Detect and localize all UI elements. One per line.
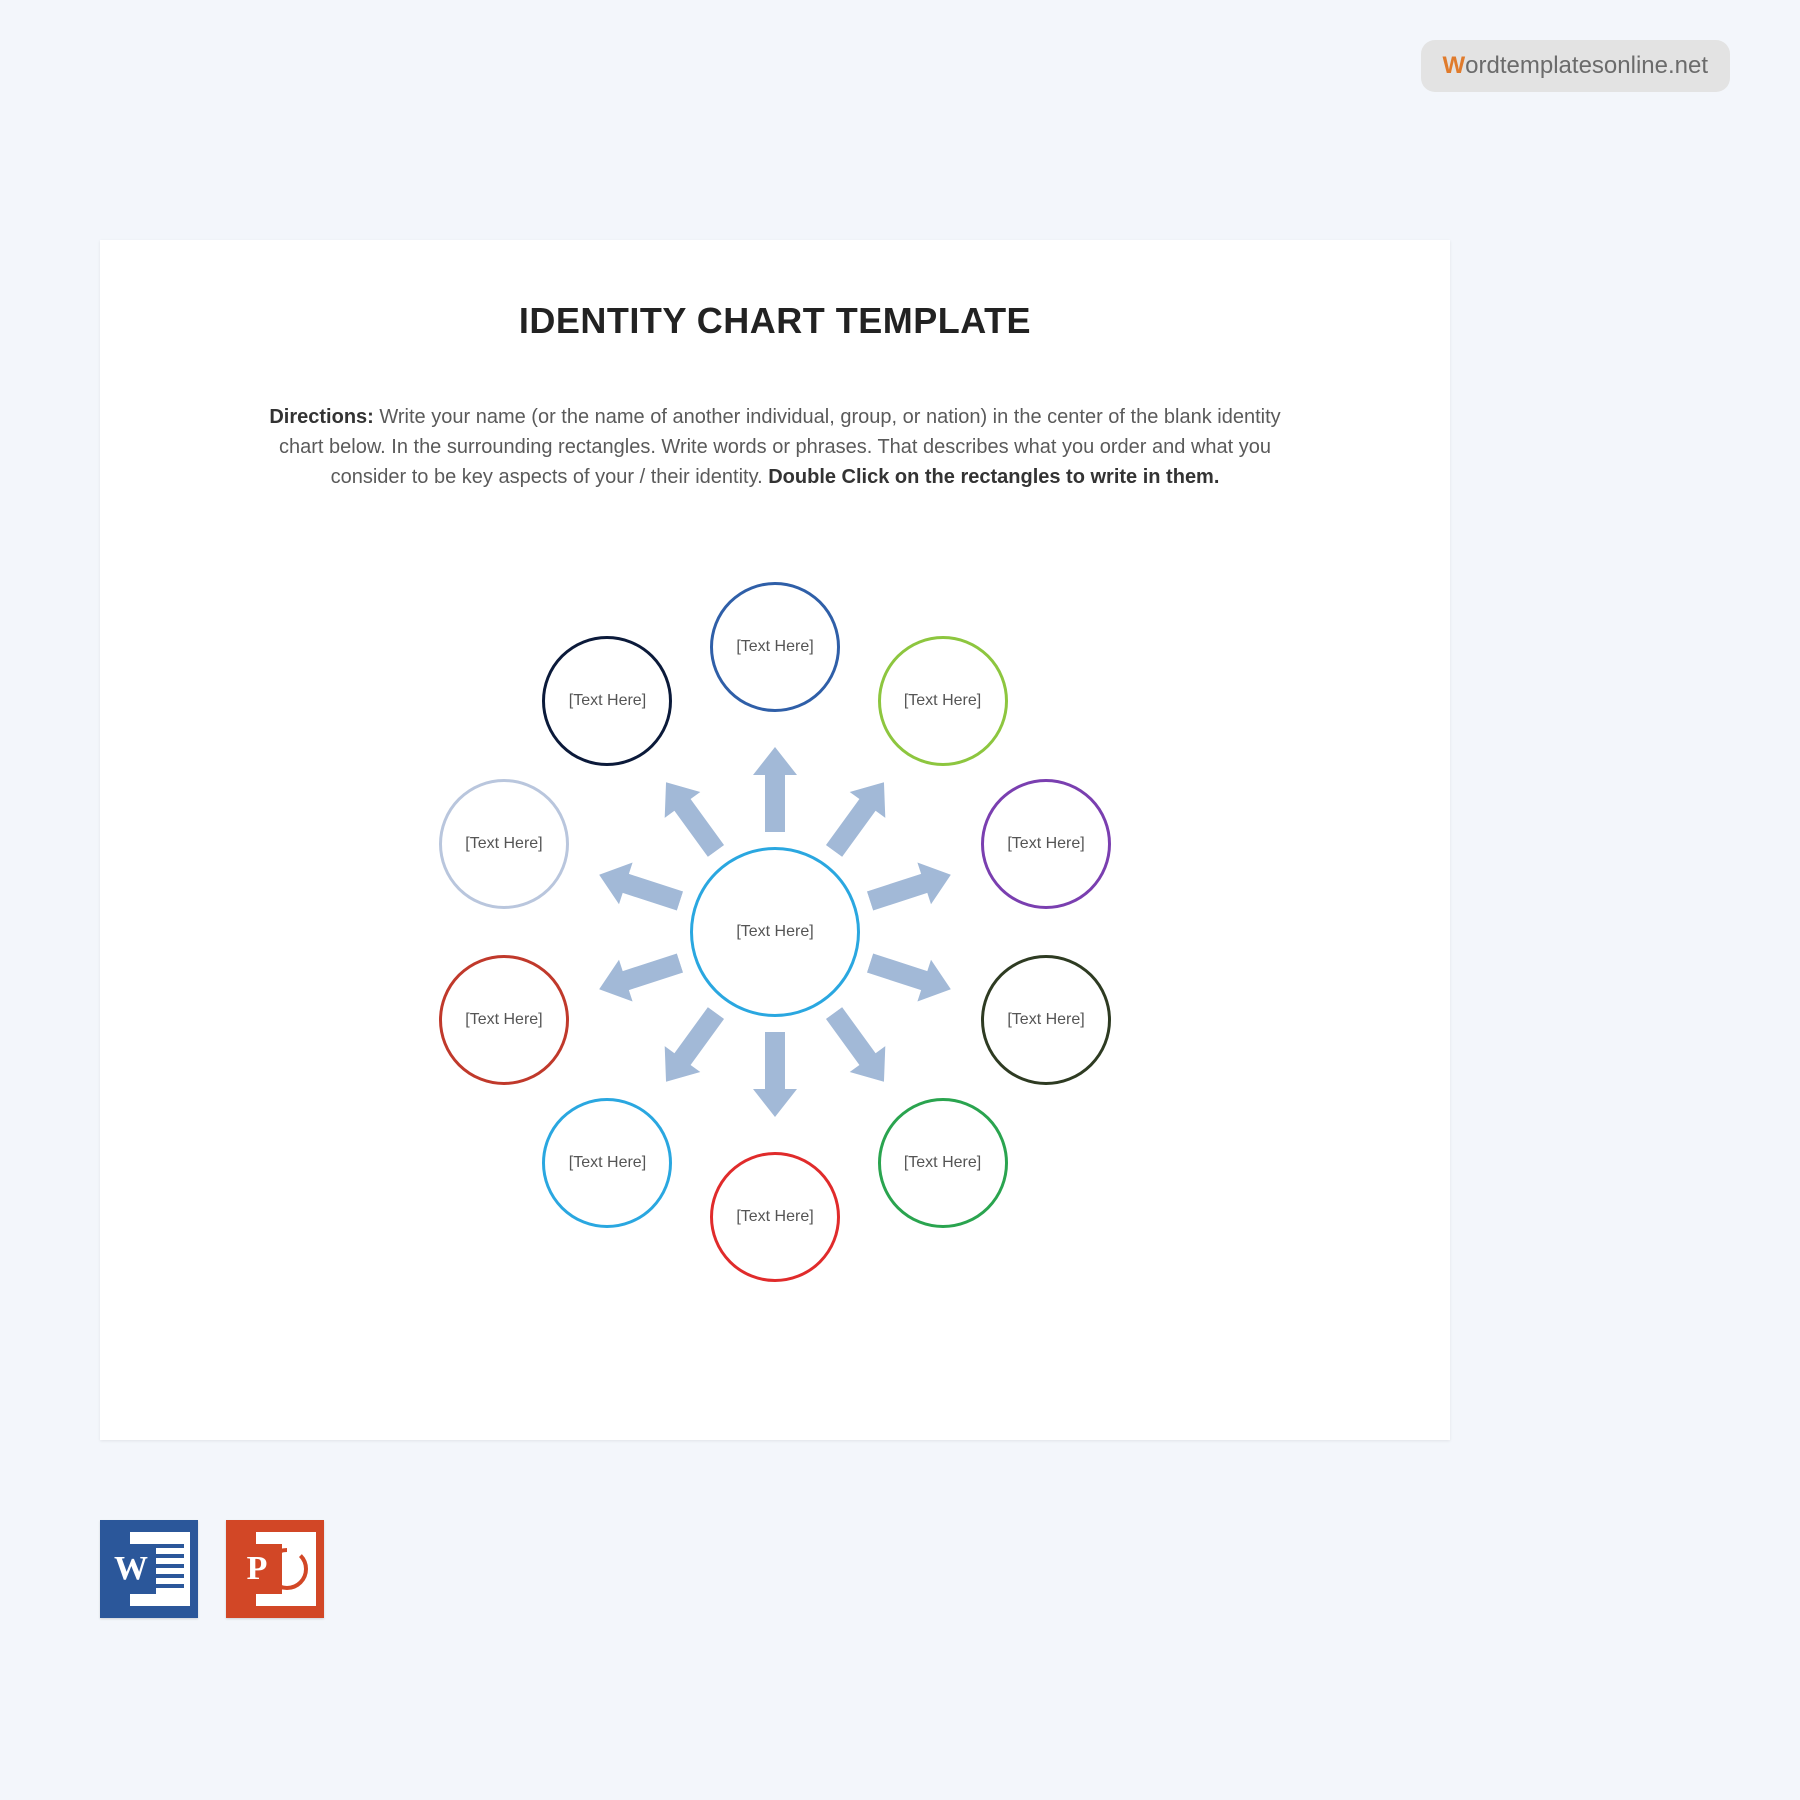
radial-arrow xyxy=(592,852,688,924)
outer-node-7[interactable]: [Text Here] xyxy=(439,955,569,1085)
radial-arrow xyxy=(751,1032,799,1117)
word-icon[interactable]: W xyxy=(100,1520,198,1618)
watermark-accent: W xyxy=(1443,52,1466,79)
outer-node-4[interactable]: [Text Here] xyxy=(878,1098,1008,1228)
word-icon-letter: W xyxy=(106,1544,156,1594)
outer-node-6[interactable]: [Text Here] xyxy=(542,1098,672,1228)
radial-arrow xyxy=(863,940,959,1012)
template-page: IDENTITY CHART TEMPLATE Directions: Writ… xyxy=(100,240,1450,1440)
center-node[interactable]: [Text Here] xyxy=(690,847,860,1017)
ppt-icon-letter: P xyxy=(232,1544,282,1594)
radial-arrow xyxy=(814,768,903,865)
page-title: IDENTITY CHART TEMPLATE xyxy=(170,300,1380,342)
radial-arrow xyxy=(592,940,688,1012)
outer-node-9[interactable]: [Text Here] xyxy=(542,636,672,766)
outer-node-3[interactable]: [Text Here] xyxy=(981,955,1111,1085)
directions-text: Directions: Write your name (or the name… xyxy=(250,402,1300,492)
watermark-badge: Wordtemplatesonline.net xyxy=(1421,40,1730,92)
outer-node-1[interactable]: [Text Here] xyxy=(878,636,1008,766)
radial-arrow xyxy=(863,852,959,924)
radial-arrow xyxy=(751,747,799,832)
outer-node-2[interactable]: [Text Here] xyxy=(981,779,1111,909)
radial-arrow xyxy=(814,999,903,1096)
outer-node-0[interactable]: [Text Here] xyxy=(710,582,840,712)
radial-arrow xyxy=(647,999,736,1096)
format-icons: W P xyxy=(100,1520,324,1618)
outer-node-5[interactable]: [Text Here] xyxy=(710,1152,840,1282)
watermark-text: ordtemplatesonline.net xyxy=(1465,52,1708,79)
radial-arrow xyxy=(647,768,736,865)
directions-label: Directions: xyxy=(269,406,373,428)
powerpoint-icon[interactable]: P xyxy=(226,1520,324,1618)
outer-node-8[interactable]: [Text Here] xyxy=(439,779,569,909)
directions-bold: Double Click on the rectangles to write … xyxy=(768,466,1219,488)
identity-diagram: [Text Here][Text Here][Text Here][Text H… xyxy=(365,532,1185,1292)
